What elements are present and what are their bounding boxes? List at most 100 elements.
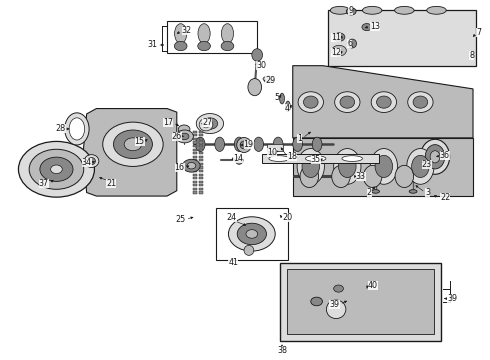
Bar <box>194 156 197 158</box>
Text: 9: 9 <box>348 6 353 15</box>
Text: 11: 11 <box>331 33 342 42</box>
Ellipse shape <box>348 39 357 48</box>
Ellipse shape <box>303 96 318 108</box>
Bar <box>194 163 197 165</box>
Text: 34: 34 <box>81 158 92 167</box>
Circle shape <box>221 41 234 51</box>
Circle shape <box>29 149 84 189</box>
Circle shape <box>19 141 95 197</box>
Bar <box>199 192 203 194</box>
Circle shape <box>103 122 163 166</box>
Bar <box>199 184 203 186</box>
Circle shape <box>332 45 346 56</box>
Ellipse shape <box>199 118 213 131</box>
Ellipse shape <box>198 24 210 43</box>
Text: 26: 26 <box>172 131 182 140</box>
Text: 10: 10 <box>267 148 277 157</box>
Bar <box>194 131 197 133</box>
Text: 36: 36 <box>440 151 450 160</box>
Text: 29: 29 <box>266 76 276 85</box>
Bar <box>199 138 203 140</box>
Text: 31: 31 <box>147 40 157 49</box>
Ellipse shape <box>376 96 391 108</box>
Circle shape <box>311 297 322 306</box>
Ellipse shape <box>69 118 85 140</box>
Bar <box>199 181 203 183</box>
Ellipse shape <box>65 113 89 145</box>
Text: 7: 7 <box>476 28 482 37</box>
Circle shape <box>187 162 196 169</box>
Bar <box>194 141 197 144</box>
Bar <box>199 134 203 136</box>
Circle shape <box>180 133 189 140</box>
Ellipse shape <box>302 156 319 177</box>
Circle shape <box>334 285 343 292</box>
Ellipse shape <box>293 137 302 152</box>
Text: 25: 25 <box>175 215 186 224</box>
Text: 6: 6 <box>347 39 352 48</box>
Ellipse shape <box>248 78 262 96</box>
Text: 1: 1 <box>297 134 302 143</box>
Polygon shape <box>83 109 177 196</box>
Ellipse shape <box>340 96 355 108</box>
Text: 39: 39 <box>329 300 340 309</box>
Ellipse shape <box>370 149 397 184</box>
Ellipse shape <box>300 165 318 188</box>
Circle shape <box>198 41 210 51</box>
Text: 8: 8 <box>469 51 474 60</box>
Bar <box>199 174 203 176</box>
Text: 5: 5 <box>274 93 279 102</box>
Ellipse shape <box>372 190 379 193</box>
Text: 2: 2 <box>367 188 372 197</box>
Bar <box>167 21 257 53</box>
Circle shape <box>362 23 372 31</box>
Ellipse shape <box>240 141 248 149</box>
Ellipse shape <box>342 156 363 161</box>
Circle shape <box>246 230 258 238</box>
Circle shape <box>237 223 267 245</box>
Text: 16: 16 <box>174 163 185 172</box>
Ellipse shape <box>395 165 414 188</box>
Circle shape <box>114 130 152 158</box>
Ellipse shape <box>263 76 274 82</box>
Ellipse shape <box>269 156 289 161</box>
Ellipse shape <box>407 149 434 184</box>
Text: 24: 24 <box>226 213 237 222</box>
Text: 32: 32 <box>182 26 192 35</box>
Text: 23: 23 <box>422 160 432 169</box>
Circle shape <box>178 125 190 134</box>
Bar <box>199 163 203 165</box>
Ellipse shape <box>84 155 99 167</box>
Bar <box>199 152 203 154</box>
Ellipse shape <box>273 137 283 152</box>
Text: 39: 39 <box>447 294 457 303</box>
Text: 30: 30 <box>256 61 266 70</box>
Ellipse shape <box>221 24 234 43</box>
Bar <box>199 149 203 151</box>
Bar <box>216 207 288 260</box>
Ellipse shape <box>234 137 244 152</box>
Bar <box>199 156 203 158</box>
Ellipse shape <box>88 157 96 165</box>
Bar <box>199 170 203 172</box>
Ellipse shape <box>298 92 323 112</box>
Bar <box>328 10 476 66</box>
Bar <box>194 166 197 168</box>
Ellipse shape <box>363 6 382 14</box>
Ellipse shape <box>371 92 396 112</box>
Circle shape <box>183 159 200 172</box>
Bar <box>194 181 197 183</box>
Circle shape <box>346 8 356 15</box>
Text: 40: 40 <box>368 281 378 290</box>
Ellipse shape <box>427 6 446 14</box>
Ellipse shape <box>364 165 382 188</box>
Bar <box>194 192 197 194</box>
Ellipse shape <box>408 92 433 112</box>
Ellipse shape <box>305 156 326 161</box>
Circle shape <box>174 41 187 51</box>
Ellipse shape <box>237 138 251 153</box>
Text: 3: 3 <box>425 188 430 197</box>
Ellipse shape <box>235 157 243 164</box>
Bar <box>199 166 203 168</box>
Circle shape <box>50 165 62 174</box>
